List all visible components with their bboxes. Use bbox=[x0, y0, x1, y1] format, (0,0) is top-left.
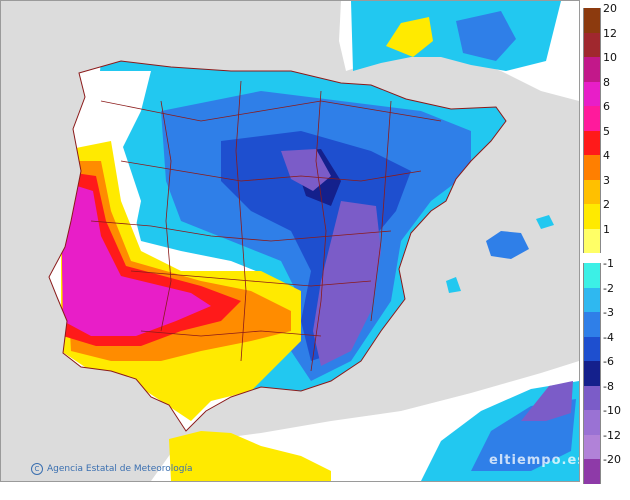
map-panel: C Agencia Estatal de Meteorología eltiem… bbox=[0, 0, 580, 482]
legend-label-cold-7: -12 bbox=[603, 428, 621, 442]
watermark-logo: eltiempo.es bbox=[489, 453, 580, 468]
legend-swatch-cold-8 bbox=[583, 459, 601, 484]
legend-label-cold-0: -1 bbox=[603, 257, 614, 270]
legend-label-warm-1: 12 bbox=[603, 26, 617, 40]
color-legend: 20 12 10 8 6 5 4 3 2 1 -1 -2 -3 -4 -6 -8 -10 -12 -20 bbox=[583, 3, 630, 484]
legend-swatch-warm-0 bbox=[583, 8, 601, 33]
legend-label-cold-1: -2 bbox=[603, 281, 614, 295]
region-borders bbox=[90, 80, 442, 372]
legend-swatch-warm-7 bbox=[583, 179, 601, 204]
credit-line: C Agencia Estatal de Meteorología bbox=[31, 463, 193, 475]
france-cold-area bbox=[351, 1, 561, 71]
legend-label-warm-9: 1 bbox=[603, 222, 610, 236]
balearic-island-east bbox=[536, 215, 554, 229]
legend-swatch-cold-0 bbox=[583, 263, 601, 288]
legend-swatch-cold-2 bbox=[583, 312, 601, 337]
legend-swatch-warm-6 bbox=[583, 155, 601, 180]
legend-swatch-warm-8 bbox=[583, 204, 601, 229]
coastline bbox=[48, 60, 507, 432]
legend-swatch-warm-9 bbox=[583, 228, 601, 253]
legend-label-warm-6: 4 bbox=[603, 149, 610, 162]
legend-swatch-cold-4 bbox=[583, 361, 601, 386]
legend-swatch-warm-5 bbox=[583, 130, 601, 155]
france-warm-patch bbox=[386, 17, 433, 57]
legend-label-cold-8: -20 bbox=[603, 453, 621, 466]
legend-swatch-cold-5 bbox=[583, 385, 601, 410]
balearic-islands bbox=[486, 231, 529, 259]
temperature-anomaly-map bbox=[48, 1, 579, 481]
legend-label-cold-6: -10 bbox=[603, 404, 621, 417]
anomaly-fields bbox=[61, 61, 506, 421]
credit-text: Agencia Estatal de Meteorología bbox=[47, 464, 193, 474]
north-africa-yellow-area bbox=[169, 431, 331, 481]
legend-label-warm-7: 3 bbox=[603, 173, 610, 187]
legend-swatch-cold-1 bbox=[583, 287, 601, 312]
copyright-icon: C bbox=[31, 463, 43, 475]
legend-label-cold-5: -8 bbox=[603, 379, 614, 393]
legend-label-warm-2: 10 bbox=[603, 51, 617, 64]
north-africa-purple-core bbox=[521, 381, 573, 421]
legend-swatch-warm-2 bbox=[583, 57, 601, 82]
legend-label-cold-4: -6 bbox=[603, 355, 614, 368]
legend-swatch-warm-4 bbox=[583, 106, 601, 131]
legend-swatch-warm-3 bbox=[583, 81, 601, 106]
legend-swatch-cold-6 bbox=[583, 410, 601, 435]
legend-swatch-cold-3 bbox=[583, 336, 601, 361]
legend-label-warm-8: 2 bbox=[603, 198, 610, 211]
legend-label-cold-2: -3 bbox=[603, 306, 614, 319]
balearic-island-west bbox=[446, 277, 461, 293]
legend-swatch-cold-7 bbox=[583, 434, 601, 459]
legend-swatch-warm-1 bbox=[583, 32, 601, 57]
legend-label-warm-0: 20 bbox=[603, 2, 617, 15]
legend-label-warm-5: 5 bbox=[603, 124, 610, 138]
legend-label-warm-3: 8 bbox=[603, 75, 610, 89]
legend-label-cold-3: -4 bbox=[603, 330, 614, 344]
france-cold-core bbox=[456, 11, 516, 61]
legend-label-warm-4: 6 bbox=[603, 100, 610, 113]
